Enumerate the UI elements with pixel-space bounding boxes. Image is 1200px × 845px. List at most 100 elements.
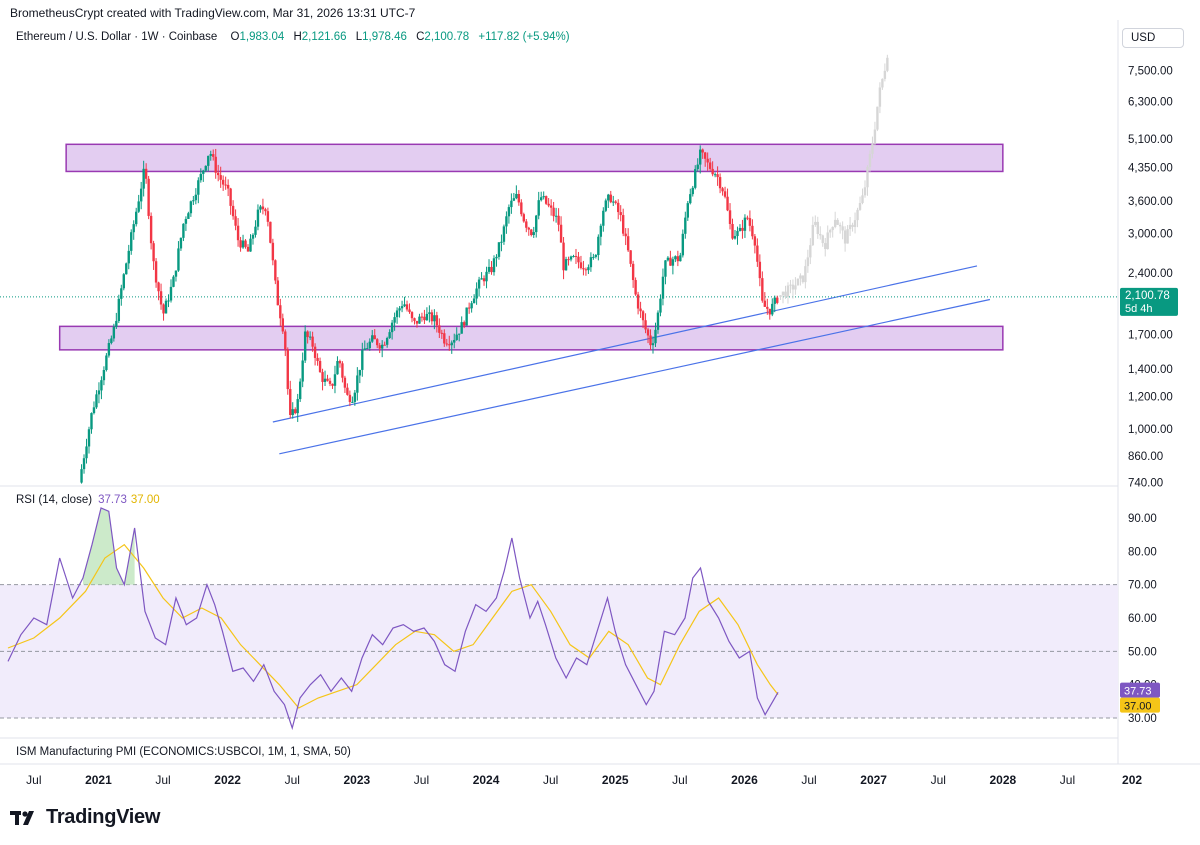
price-candle[interactable]: [87, 429, 91, 447]
projection-candle[interactable]: [806, 257, 810, 267]
price-candle[interactable]: [331, 383, 334, 386]
price-candle[interactable]: [244, 240, 247, 247]
price-candle[interactable]: [271, 242, 275, 261]
price-candle[interactable]: [592, 256, 595, 258]
price-candle[interactable]: [214, 156, 217, 173]
currency-selector[interactable]: USD: [1122, 28, 1184, 48]
price-candle[interactable]: [80, 469, 83, 483]
price-candle[interactable]: [492, 258, 496, 273]
price-candle[interactable]: [321, 372, 324, 382]
price-candle[interactable]: [383, 344, 386, 346]
projection-candle[interactable]: [799, 275, 802, 279]
price-candle[interactable]: [135, 211, 138, 225]
price-candle[interactable]: [659, 298, 662, 313]
price-candle[interactable]: [229, 188, 232, 206]
price-candle[interactable]: [776, 297, 779, 303]
price-candle[interactable]: [139, 188, 143, 202]
price-candle[interactable]: [147, 178, 150, 216]
price-candle[interactable]: [363, 348, 366, 351]
price-candle[interactable]: [619, 212, 622, 216]
price-candle[interactable]: [617, 202, 620, 213]
projection-candle[interactable]: [836, 219, 839, 225]
price-candle[interactable]: [567, 259, 570, 261]
projection-candle[interactable]: [791, 284, 795, 290]
projection-candle[interactable]: [848, 224, 852, 230]
price-candle[interactable]: [723, 191, 727, 197]
price-candle[interactable]: [348, 394, 352, 402]
projection-candle[interactable]: [846, 229, 849, 244]
price-candle[interactable]: [216, 172, 220, 176]
price-candle[interactable]: [666, 257, 670, 261]
price-candle[interactable]: [758, 261, 762, 279]
price-candle[interactable]: [390, 322, 394, 333]
price-candle[interactable]: [515, 193, 518, 199]
price-candle[interactable]: [485, 271, 488, 282]
price-candle[interactable]: [736, 230, 739, 237]
price-candle[interactable]: [440, 332, 444, 334]
price-candle[interactable]: [107, 343, 111, 356]
price-candle[interactable]: [614, 201, 617, 203]
price-candle[interactable]: [259, 206, 262, 210]
price-candle[interactable]: [689, 194, 692, 204]
price-candle[interactable]: [380, 344, 384, 349]
price-candle[interactable]: [177, 248, 180, 271]
price-candle[interactable]: [743, 217, 747, 231]
tradingview-logo[interactable]: TradingView: [10, 806, 160, 829]
price-candle[interactable]: [221, 179, 225, 185]
price-candle[interactable]: [582, 268, 585, 270]
price-candle[interactable]: [318, 360, 322, 373]
price-candle[interactable]: [378, 345, 381, 349]
price-candle[interactable]: [95, 394, 98, 408]
price-candle[interactable]: [408, 309, 411, 313]
price-candle[interactable]: [301, 360, 304, 382]
price-candle[interactable]: [532, 232, 535, 236]
price-candle[interactable]: [691, 187, 694, 195]
price-candle[interactable]: [629, 250, 632, 264]
price-candle[interactable]: [552, 207, 555, 217]
price-candle[interactable]: [604, 200, 607, 211]
price-candle[interactable]: [676, 256, 680, 262]
projection-candle[interactable]: [861, 195, 864, 204]
price-candle[interactable]: [241, 240, 245, 248]
projection-candle[interactable]: [843, 230, 847, 244]
price-candle[interactable]: [338, 361, 342, 364]
price-candle[interactable]: [132, 224, 135, 233]
projection-candle[interactable]: [873, 129, 877, 144]
projection-candle[interactable]: [804, 266, 807, 283]
price-candle[interactable]: [741, 227, 744, 231]
price-candle[interactable]: [597, 236, 600, 256]
price-candle[interactable]: [626, 236, 630, 251]
projection-candle[interactable]: [886, 57, 889, 71]
price-candle[interactable]: [415, 320, 419, 324]
projection-candle[interactable]: [876, 106, 879, 130]
price-candle[interactable]: [455, 334, 458, 340]
projection-candle[interactable]: [866, 166, 869, 188]
price-candle[interactable]: [579, 262, 583, 269]
projection-candle[interactable]: [814, 221, 817, 225]
price-candle[interactable]: [761, 278, 764, 301]
price-candle[interactable]: [353, 392, 357, 402]
price-candle[interactable]: [450, 342, 453, 346]
price-candle[interactable]: [224, 184, 227, 186]
price-candle[interactable]: [482, 278, 486, 282]
price-candle[interactable]: [202, 170, 205, 174]
price-candle[interactable]: [174, 270, 178, 277]
price-candle[interactable]: [316, 357, 319, 361]
price-candle[interactable]: [510, 200, 513, 208]
price-candle[interactable]: [236, 225, 240, 241]
price-candle[interactable]: [266, 211, 270, 222]
price-candle[interactable]: [179, 237, 183, 249]
price-candle[interactable]: [90, 413, 93, 430]
projection-candle[interactable]: [826, 232, 829, 250]
price-candle[interactable]: [435, 315, 439, 326]
price-candle[interactable]: [621, 215, 625, 234]
projection-candle[interactable]: [789, 284, 792, 286]
price-candle[interactable]: [480, 278, 483, 280]
price-candle[interactable]: [756, 245, 759, 262]
price-candle[interactable]: [199, 173, 203, 181]
price-candle[interactable]: [167, 300, 170, 302]
price-candle[interactable]: [261, 206, 265, 210]
price-candle[interactable]: [507, 207, 511, 217]
price-candle[interactable]: [664, 260, 667, 277]
